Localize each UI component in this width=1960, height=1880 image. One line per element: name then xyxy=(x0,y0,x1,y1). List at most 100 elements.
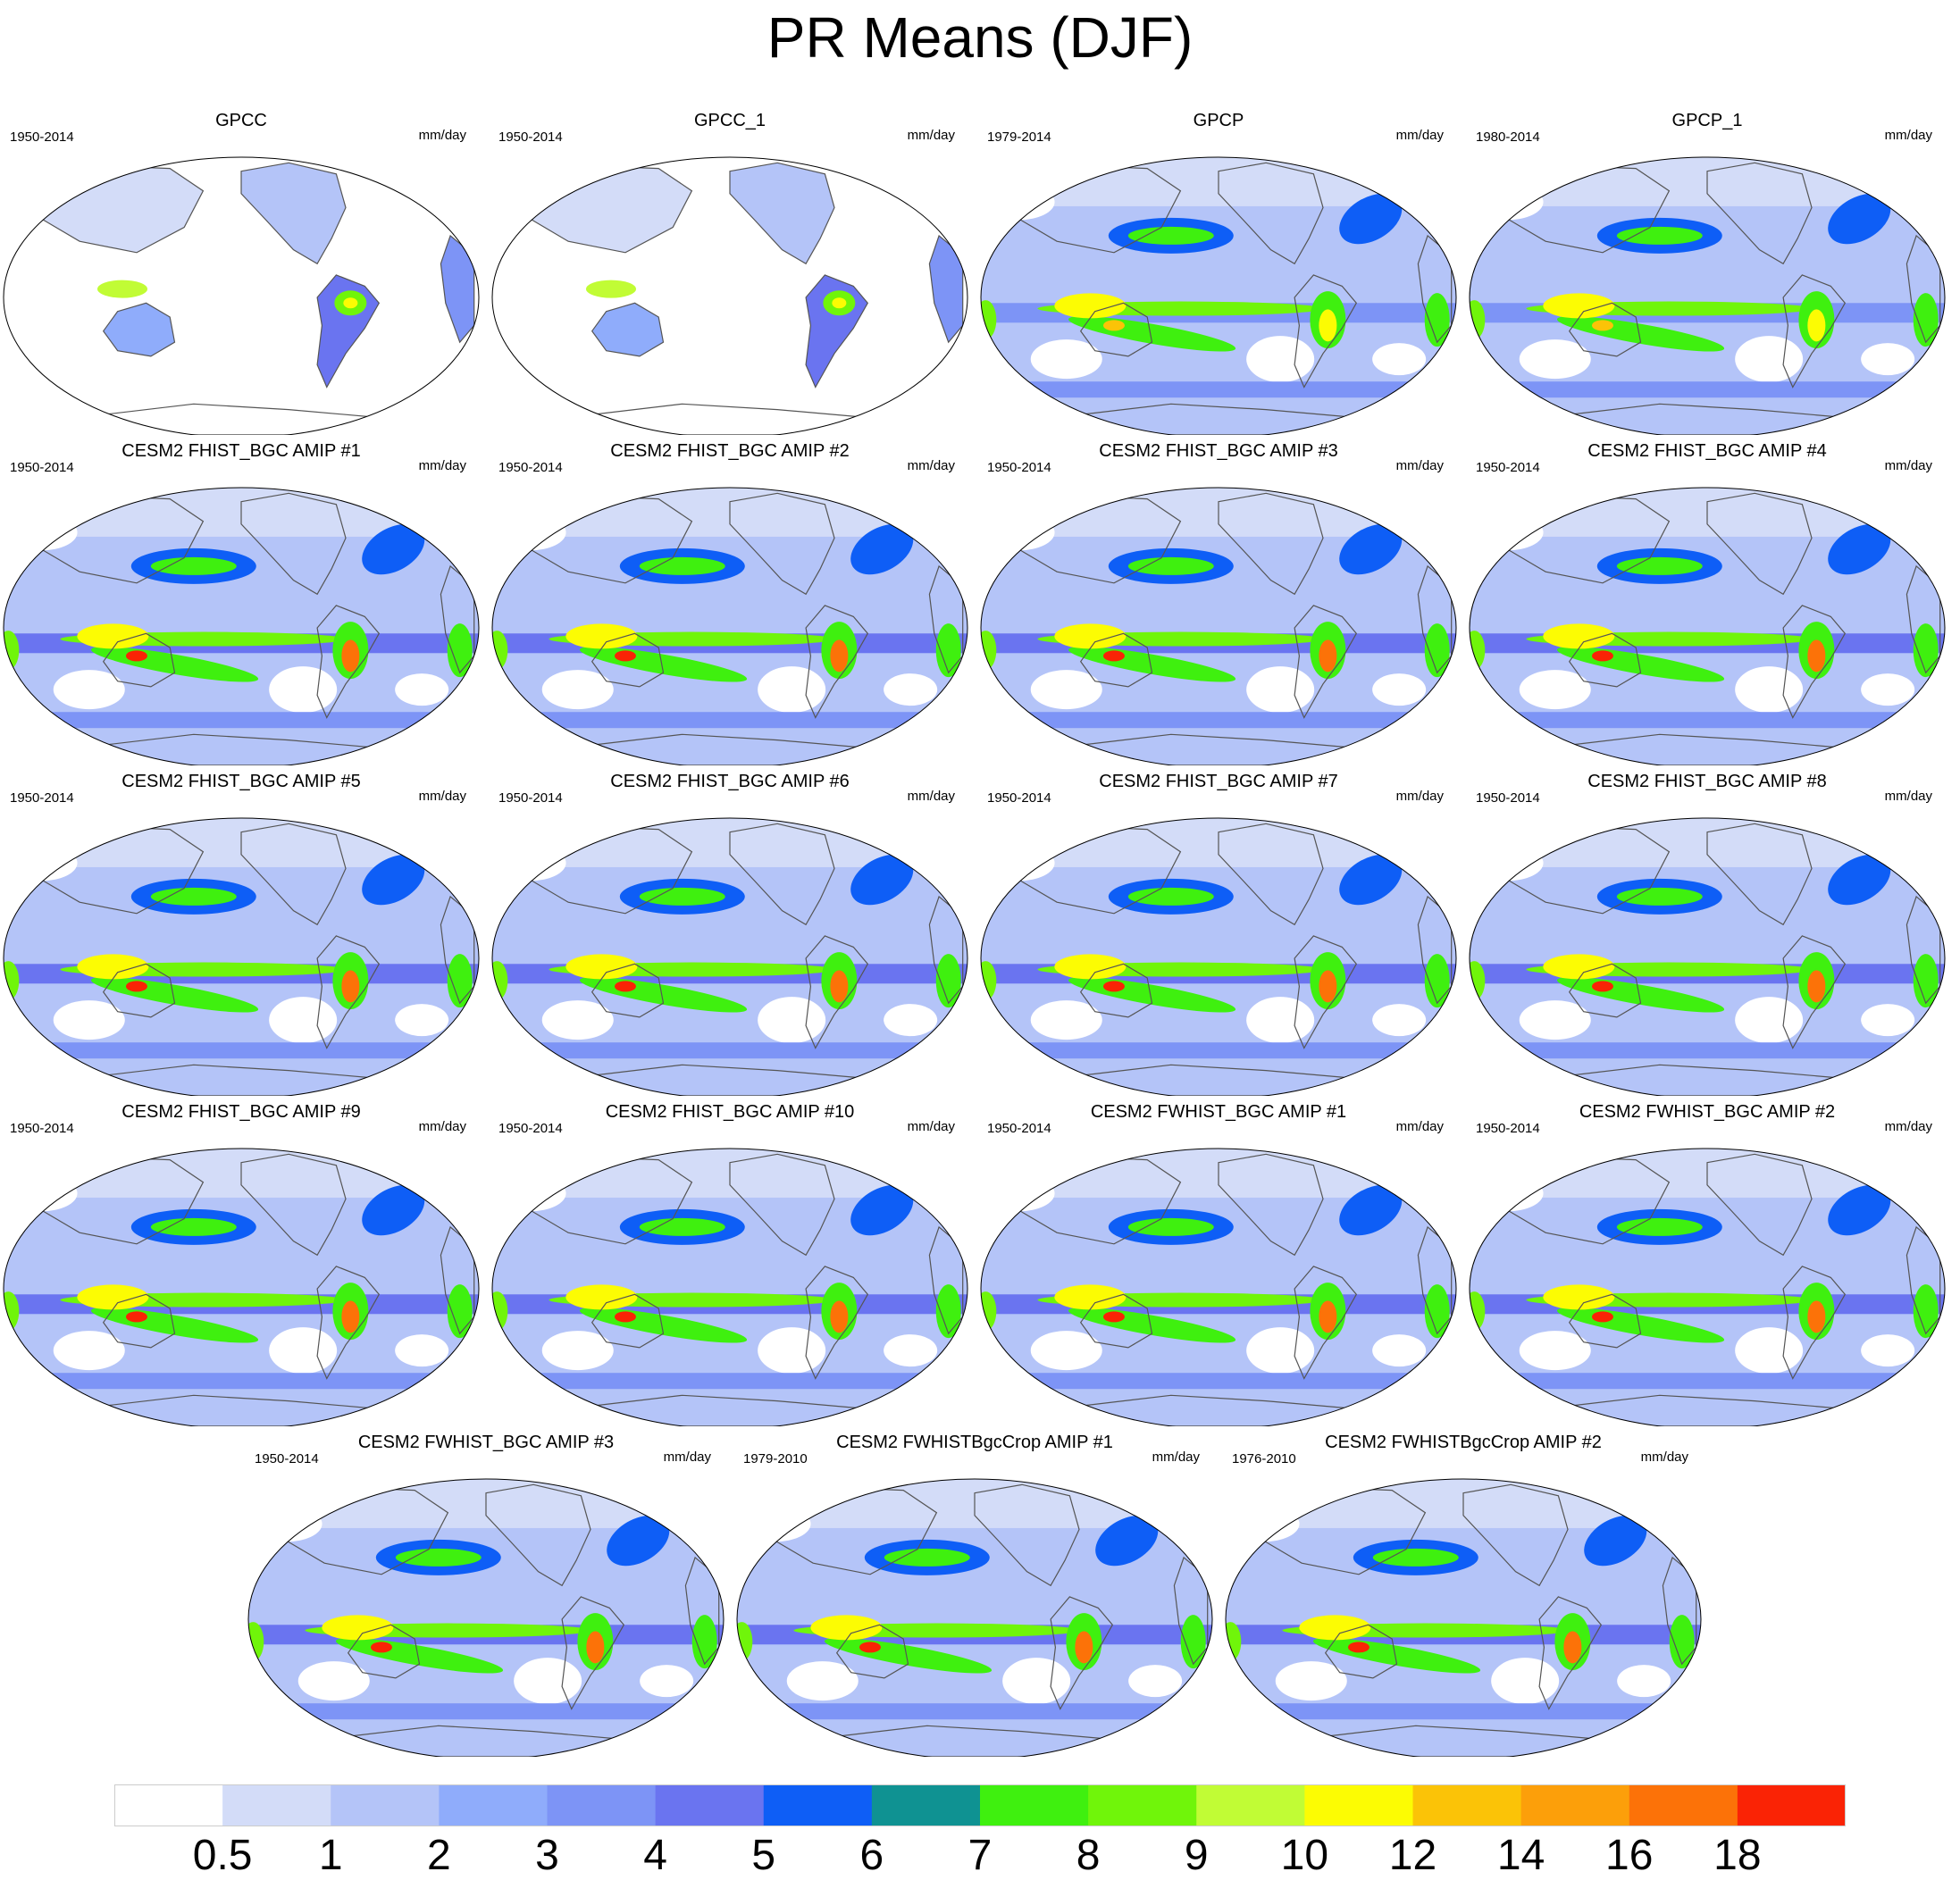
panel-years: 1950-2014 xyxy=(10,460,74,475)
map-plot xyxy=(491,1148,968,1426)
panel-title: CESM2 FHIST_BGC AMIP #5 xyxy=(121,772,361,791)
map-plot xyxy=(247,1478,725,1757)
precip-field xyxy=(981,157,1456,435)
map-plot xyxy=(1469,487,1946,765)
precip-field xyxy=(1470,1149,1945,1426)
panel-units: mm/day xyxy=(1640,1450,1688,1465)
colorbar-swatch xyxy=(439,1784,549,1826)
panel-units: mm/day xyxy=(418,1119,466,1134)
panel-units: mm/day xyxy=(907,458,955,473)
panel-years: 1950-2014 xyxy=(498,790,563,806)
precip-field xyxy=(492,157,967,435)
map-border xyxy=(3,1148,480,1426)
panel-years: 1950-2014 xyxy=(10,790,74,806)
map-plot xyxy=(491,487,968,765)
colorbar-swatch xyxy=(1196,1784,1305,1826)
map-plot xyxy=(3,487,480,765)
panel-title: CESM2 FWHIST_BGC AMIP #2 xyxy=(1579,1102,1836,1122)
map-border xyxy=(980,487,1457,765)
map-panel: CESM2 FWHIST_BGC AMIP #2 1950-2014 mm/day xyxy=(1466,1100,1948,1426)
map-panel: GPCP_1 1980-2014 mm/day xyxy=(1466,109,1948,435)
precip-field xyxy=(4,488,479,765)
map-border xyxy=(247,1478,725,1757)
map-plot xyxy=(736,1478,1213,1757)
map-panel: CESM2 FHIST_BGC AMIP #6 1950-2014 mm/day xyxy=(489,770,971,1096)
precip-field xyxy=(1226,1479,1701,1757)
map-plot xyxy=(980,1148,1457,1426)
map-panel: CESM2 FWHISTBgcCrop AMIP #1 1979-2010 mm/d… xyxy=(733,1431,1216,1757)
panel-title: CESM2 FHIST_BGC AMIP #2 xyxy=(610,441,850,461)
panel-years: 1979-2010 xyxy=(743,1451,808,1466)
map-panel: CESM2 FHIST_BGC AMIP #9 1950-2014 mm/day xyxy=(0,1100,482,1426)
precip-field xyxy=(4,157,479,435)
coastlines xyxy=(1492,823,1941,1096)
colorbar-frame xyxy=(114,1784,1846,1826)
panel-years: 1950-2014 xyxy=(10,130,74,145)
map-plot xyxy=(1225,1478,1702,1757)
colorbar-tick-label: 10 xyxy=(1280,1832,1329,1879)
map-plot xyxy=(980,487,1457,765)
map-plot xyxy=(3,1148,480,1426)
precip-field xyxy=(4,818,479,1096)
panel-years: 1950-2014 xyxy=(255,1451,319,1466)
colorbar-tick-label: 3 xyxy=(535,1832,559,1879)
colorbar-swatch xyxy=(871,1784,981,1826)
precip-field xyxy=(492,488,967,765)
panel-units: mm/day xyxy=(1884,128,1932,143)
colorbar-swatch xyxy=(222,1784,331,1826)
map-panel: CESM2 FHIST_BGC AMIP #3 1950-2014 mm/day xyxy=(977,439,1460,765)
colorbar-swatch xyxy=(763,1784,873,1826)
map-panel: CESM2 FHIST_BGC AMIP #10 1950-2014 mm/day xyxy=(489,1100,971,1426)
map-panel: GPCC 1950-2014 mm/day xyxy=(0,109,482,435)
map-border xyxy=(491,156,968,435)
map-panel: CESM2 FHIST_BGC AMIP #4 1950-2014 mm/day xyxy=(1466,439,1948,765)
map-plot xyxy=(1469,1148,1946,1426)
colorbar-swatch xyxy=(1629,1784,1738,1826)
map-panel: CESM2 FHIST_BGC AMIP #7 1950-2014 mm/day xyxy=(977,770,1460,1096)
map-plot xyxy=(980,156,1457,435)
precip-field xyxy=(981,488,1456,765)
colorbar-tick-label: 18 xyxy=(1713,1832,1762,1879)
panel-title: GPCP_1 xyxy=(1671,111,1743,130)
panel-title: GPCP xyxy=(1193,111,1244,130)
map-border xyxy=(491,487,968,765)
map-border xyxy=(980,817,1457,1096)
panel-years: 1950-2014 xyxy=(498,460,563,475)
map-plot xyxy=(491,156,968,435)
panel-title: CESM2 FWHIST_BGC AMIP #3 xyxy=(357,1433,615,1452)
precip-field xyxy=(492,1149,967,1426)
panel-years: 1950-2014 xyxy=(498,1121,563,1136)
panel-units: mm/day xyxy=(907,128,955,143)
coastlines xyxy=(26,162,475,435)
panel-units: mm/day xyxy=(418,789,466,804)
map-border xyxy=(980,156,1457,435)
panel-title: CESM2 FHIST_BGC AMIP #10 xyxy=(605,1102,855,1122)
precip-field xyxy=(1470,818,1945,1096)
panel-years: 1980-2014 xyxy=(1476,130,1540,145)
panel-units: mm/day xyxy=(907,789,955,804)
panel-units: mm/day xyxy=(1884,789,1932,804)
map-panel: CESM2 FHIST_BGC AMIP #8 1950-2014 mm/day xyxy=(1466,770,1948,1096)
panel-title: CESM2 FHIST_BGC AMIP #9 xyxy=(121,1102,361,1122)
panel-years: 1950-2014 xyxy=(10,1121,74,1136)
panel-years: 1979-2014 xyxy=(987,130,1051,145)
map-plot xyxy=(980,817,1457,1096)
map-border xyxy=(3,487,480,765)
panel-units: mm/day xyxy=(1152,1450,1200,1465)
map-border xyxy=(491,817,968,1096)
panel-years: 1950-2014 xyxy=(987,460,1051,475)
panel-units: mm/day xyxy=(663,1450,711,1465)
colorbar-tick-label: 6 xyxy=(859,1832,884,1879)
colorbar-swatch xyxy=(547,1784,657,1826)
panel-units: mm/day xyxy=(1395,1119,1444,1134)
panel-title: CESM2 FHIST_BGC AMIP #8 xyxy=(1587,772,1827,791)
map-panel: CESM2 FHIST_BGC AMIP #5 1950-2014 mm/day xyxy=(0,770,482,1096)
colorbar-tick-label: 12 xyxy=(1388,1832,1437,1879)
map-panel: GPCC_1 1950-2014 mm/day xyxy=(489,109,971,435)
colorbar-tick-label: 14 xyxy=(1496,1832,1545,1879)
colorbar-swatch xyxy=(980,1784,1089,1826)
panel-title: CESM2 FWHIST_BGC AMIP #1 xyxy=(1090,1102,1347,1122)
panel-title: CESM2 FHIST_BGC AMIP #6 xyxy=(610,772,850,791)
figure-title: PR Means (DJF) xyxy=(766,5,1194,70)
colorbar xyxy=(114,1784,1846,1826)
